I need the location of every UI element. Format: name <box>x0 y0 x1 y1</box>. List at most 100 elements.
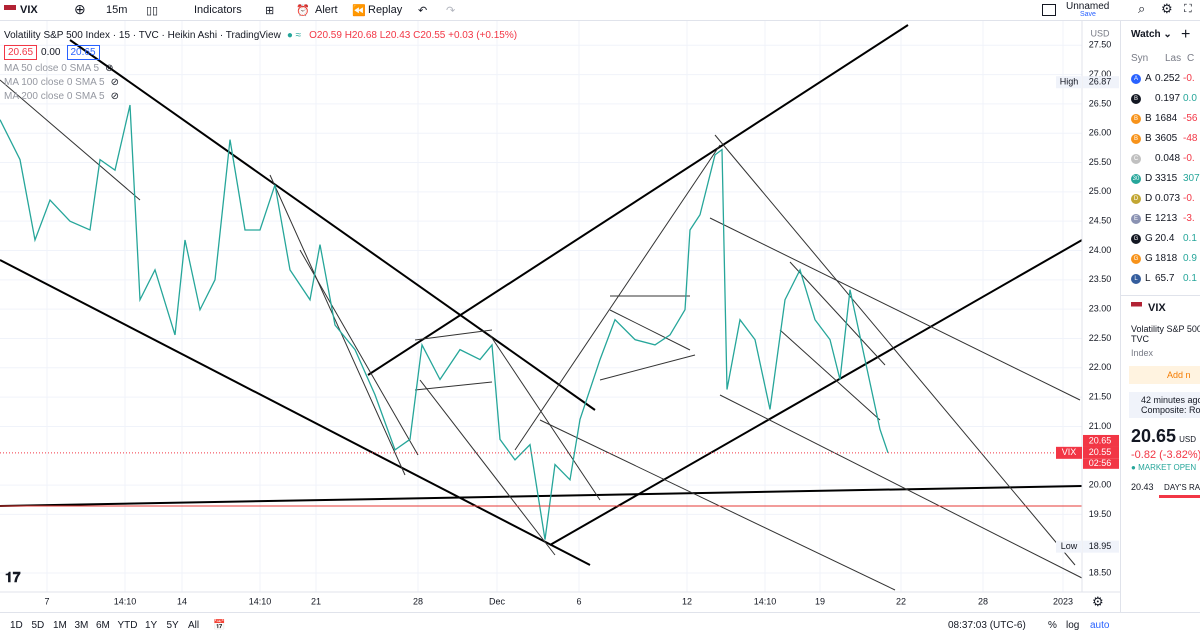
ohlc: O20.59 H20.68 L20.43 C20.55 +0.03 (+0.15… <box>309 30 518 41</box>
legend-line: Volatility S&P 500 Index · 15 · TVC · He… <box>4 30 517 41</box>
range-button[interactable]: All <box>188 620 200 631</box>
search[interactable]: ⌕ <box>1138 1 1146 16</box>
trend-line <box>269 174 406 476</box>
trend-line <box>69 39 596 411</box>
visibility-icon[interactable]: ⊘ <box>110 77 120 88</box>
ask[interactable]: 20.65 <box>66 45 100 60</box>
bottom-toolbar: 1D 5D 1M 3M 6M YTD 1Y 5Y All 📅 08:37:03 (UTC-6) … <box>0 612 1200 638</box>
news-time: 42 minutes ago <box>1141 395 1200 405</box>
symbol-icon: A <box>1131 74 1141 84</box>
indicator: MA 200 close 0 SMA 5 ⊘ <box>4 91 517 102</box>
countdown: 02:56 <box>1089 458 1112 468</box>
range-button[interactable]: 3M <box>74 620 89 631</box>
trend-line <box>789 261 886 366</box>
legend-title: Volatility S&P 500 Index · 15 · TVC · He… <box>4 30 281 41</box>
y-tick-label: 27.00 <box>1089 69 1112 79</box>
symbol: B <box>1145 133 1152 144</box>
alert[interactable]: Alert <box>315 4 338 16</box>
range-button[interactable]: 5Y <box>166 620 179 631</box>
range-button[interactable]: YTD <box>117 620 138 631</box>
visibility-icon[interactable]: ⊘ <box>110 91 120 102</box>
change: -0. <box>1183 73 1195 84</box>
symbol: E <box>1145 213 1152 224</box>
y-tick-label: 23.00 <box>1089 304 1112 314</box>
watch-row[interactable]: L L 65.7 0.1 <box>1121 269 1200 289</box>
settings[interactable]: ⚙ <box>1161 1 1173 16</box>
auto[interactable]: auto <box>1090 620 1110 631</box>
day-low: 20.43 <box>1131 482 1154 492</box>
status: MARKET OPEN <box>1138 463 1197 472</box>
axis-settings[interactable]: ⚙ <box>1092 594 1104 609</box>
price-block: 20.65 USD <box>1131 426 1200 447</box>
log[interactable]: log <box>1066 620 1080 631</box>
y-tick-label: 25.50 <box>1089 157 1112 167</box>
redo[interactable]: ↷ <box>446 5 456 17</box>
last: 20.4 <box>1155 233 1175 244</box>
symbol-icon: B <box>1131 134 1141 144</box>
replay[interactable]: Replay <box>368 4 403 16</box>
watch-row[interactable]: B B 1684 -56 <box>1121 109 1200 129</box>
layout-name[interactable]: Unnamed <box>1066 1 1110 12</box>
x-tick-label: 2023 <box>1053 596 1073 606</box>
watch-row[interactable]: D D 0.073 -0. <box>1121 189 1200 209</box>
percent[interactable]: % <box>1048 620 1057 631</box>
interval[interactable]: 15m <box>106 4 128 16</box>
range-button[interactable]: 1Y <box>145 620 158 631</box>
visibility-icon[interactable]: ⊘ <box>105 63 114 74</box>
watch-row[interactable]: G G 20.4 0.1 <box>1121 229 1200 249</box>
symbol[interactable]: VIX <box>20 4 38 16</box>
symbol-icon: G <box>1131 234 1141 244</box>
flag-icon <box>4 5 16 15</box>
y-tick-label: 20.00 <box>1089 479 1112 489</box>
symbol-icon: D <box>1131 194 1141 204</box>
add-symbol[interactable]: ⊕ <box>74 1 86 17</box>
change: -0. <box>1183 153 1195 164</box>
add-button[interactable]: + <box>1181 26 1191 43</box>
watchlist-header: Watch ⌄ + <box>1121 21 1200 49</box>
price: 20.65 <box>1131 426 1177 446</box>
date-range[interactable]: 📅 <box>213 620 226 631</box>
watch-row[interactable]: B B 3605 -48 <box>1121 129 1200 149</box>
watchlist-title[interactable]: Watch <box>1131 29 1161 40</box>
save[interactable]: Save <box>1080 11 1096 18</box>
tv-logo: 𝟏𝟕 <box>5 569 21 585</box>
y-tick-label: 24.50 <box>1089 216 1112 226</box>
last: 1684 <box>1155 113 1178 124</box>
x-tick-label: 28 <box>413 596 423 606</box>
range-button[interactable]: 1M <box>53 620 67 631</box>
last-label-bg <box>1056 446 1082 459</box>
y-tick-label: 18.50 <box>1089 567 1112 577</box>
fullscreen[interactable]: ⛶ <box>1184 3 1192 15</box>
watch-row[interactable]: 30 D 3315 307 <box>1121 169 1200 189</box>
indicator-list: MA 50 close 0 SMA 5 ⊘ MA 100 close 0 SMA 5… <box>4 63 517 102</box>
last-value: 20.55 <box>1089 447 1112 457</box>
templates[interactable]: ⊞ <box>265 5 275 17</box>
last: 65.7 <box>1155 273 1175 284</box>
watch-row[interactable]: A A 0.252 -0. <box>1121 69 1200 89</box>
checkbox[interactable] <box>1042 4 1056 16</box>
news[interactable]: 42 minutes ago Composite: Ro <box>1129 392 1200 418</box>
watch-row[interactable]: G G 1818 0.9 <box>1121 249 1200 269</box>
high-label-bg <box>1056 76 1082 89</box>
range-button[interactable]: 5D <box>31 620 45 631</box>
trend-line <box>714 134 1076 566</box>
indicators[interactable]: Indicators <box>194 4 242 16</box>
range-button[interactable]: 1D <box>10 620 23 631</box>
bid[interactable]: 20.65 <box>4 45 38 60</box>
spread: 0.00 <box>41 47 61 58</box>
watch-row[interactable]: B 0.197 0.0 <box>1121 89 1200 109</box>
watch-row[interactable]: C 0.048 -0. <box>1121 149 1200 169</box>
y-tick-label: 26.50 <box>1089 98 1112 108</box>
watch-row[interactable]: E E 1213 -3. <box>1121 209 1200 229</box>
last: 3315 <box>1155 173 1178 184</box>
column-header: C <box>1187 53 1195 64</box>
chart-type[interactable]: ▯▯ <box>146 5 159 17</box>
last: 0.197 <box>1155 93 1181 104</box>
x-tick-label: 12 <box>682 596 692 606</box>
change: 0.9 <box>1183 253 1197 264</box>
undo[interactable]: ↶ <box>418 5 428 17</box>
range-button[interactable]: 6M <box>96 620 110 631</box>
trend-line <box>0 485 1083 507</box>
add-note[interactable]: Add n <box>1129 366 1200 384</box>
